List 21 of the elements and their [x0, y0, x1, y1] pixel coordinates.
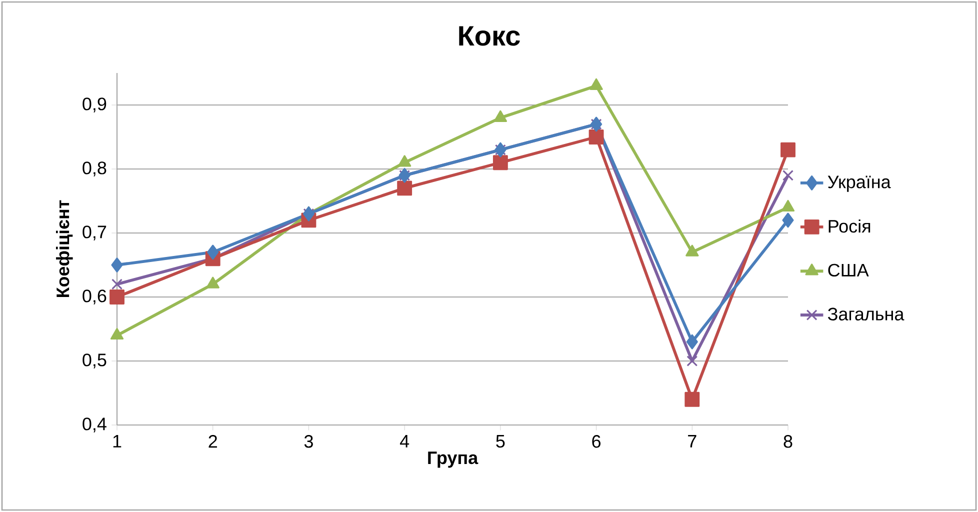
- legend-label: Росія: [828, 219, 870, 233]
- y-tick-label: 0,6: [82, 290, 106, 304]
- x-tick-label: 3: [304, 435, 313, 448]
- x-tick-label: 2: [208, 435, 217, 448]
- x-tick-label: 7: [688, 435, 696, 448]
- chart-title: Кокс: [459, 26, 520, 46]
- x-tick-label: 6: [592, 435, 600, 448]
- legend-label: Україна: [828, 176, 891, 192]
- x-tick-label: 5: [496, 435, 505, 448]
- y-tick-label: 0,5: [82, 354, 106, 368]
- x-tick-label: 8: [784, 435, 792, 448]
- x-axis-title: Група: [428, 452, 478, 468]
- legend-label: Загальна: [828, 308, 904, 320]
- y-tick-label: 0,7: [82, 226, 106, 240]
- y-axis-title: Коефіцієнт: [56, 200, 73, 298]
- legend-label: США: [828, 264, 869, 277]
- y-tick-label: 0,9: [82, 98, 106, 112]
- y-tick-label: 0,8: [82, 162, 106, 176]
- x-tick-label: 1: [113, 435, 122, 448]
- x-tick-label: 4: [400, 435, 410, 448]
- y-tick-label: 0,4: [82, 418, 106, 432]
